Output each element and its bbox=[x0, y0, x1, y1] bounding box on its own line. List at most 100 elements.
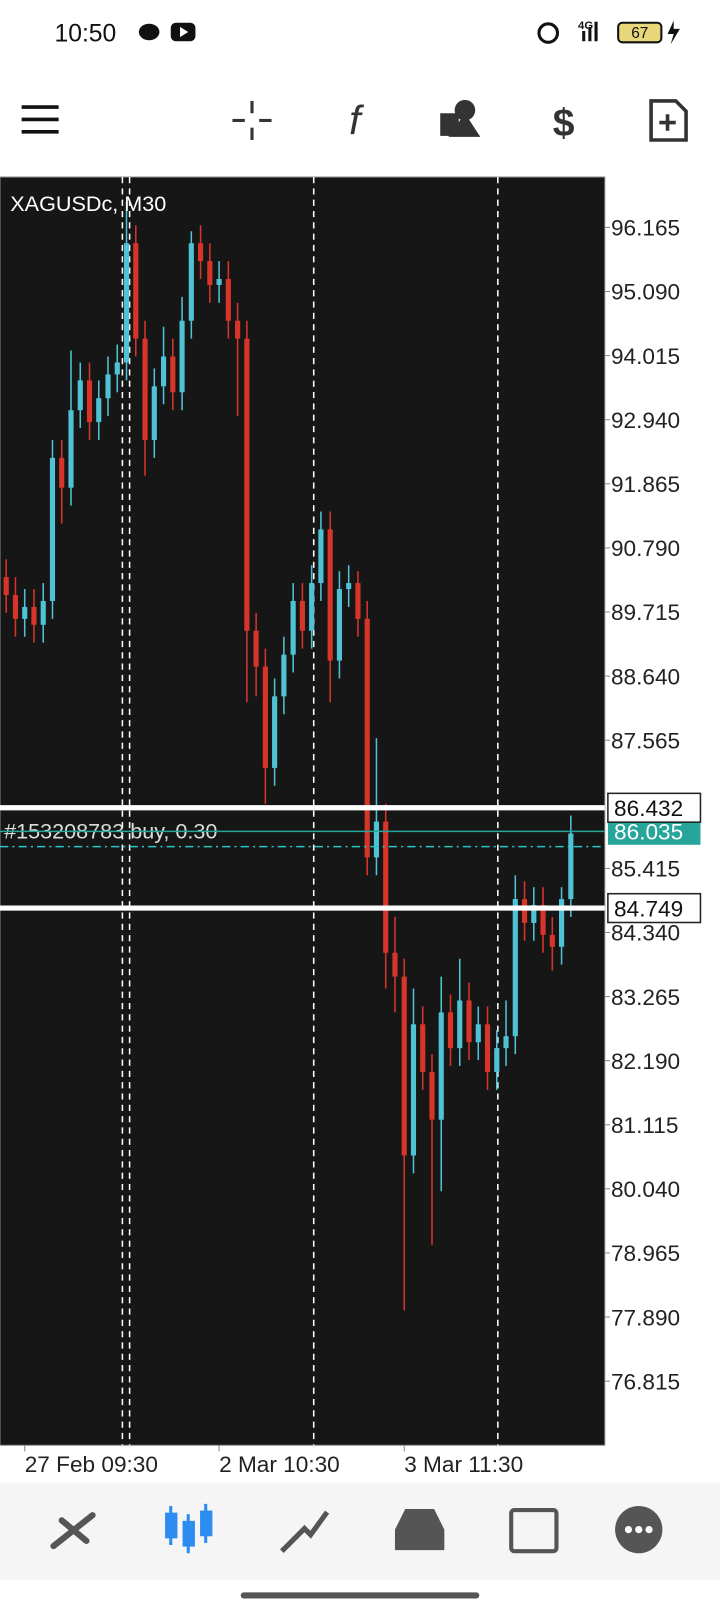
candle-body bbox=[290, 600, 296, 655]
candle-body bbox=[429, 1072, 435, 1120]
candle-body bbox=[31, 606, 37, 625]
quotes-tab[interactable] bbox=[50, 1512, 96, 1550]
candle-body bbox=[225, 278, 231, 321]
signal-bar bbox=[588, 26, 592, 42]
objects-button[interactable] bbox=[440, 99, 481, 137]
candle-body bbox=[364, 618, 370, 858]
y-tick-label: 82.190 bbox=[611, 1049, 680, 1074]
candle-body bbox=[86, 380, 93, 423]
signal-bar bbox=[594, 21, 598, 42]
y-tick-label: 95.090 bbox=[611, 280, 680, 305]
bottom-nav bbox=[0, 1482, 720, 1580]
candle-body bbox=[531, 905, 537, 923]
candle-body bbox=[466, 1000, 472, 1043]
y-tick-label: 90.790 bbox=[611, 536, 680, 561]
candles bbox=[3, 201, 574, 1311]
candle-body bbox=[262, 666, 268, 768]
play-icon bbox=[180, 26, 189, 38]
new-order-button[interactable] bbox=[649, 99, 688, 142]
trade-tab[interactable] bbox=[280, 1510, 330, 1554]
notification-icon bbox=[138, 23, 160, 41]
candle-body bbox=[40, 600, 46, 625]
candle-body bbox=[3, 577, 9, 596]
candle-body bbox=[484, 1024, 491, 1073]
candle-body bbox=[336, 589, 342, 661]
home-indicator bbox=[240, 1592, 480, 1599]
candle-body bbox=[549, 934, 555, 947]
chart-tab[interactable] bbox=[165, 1503, 213, 1554]
x-tick-label: 2 Mar 10:30 bbox=[219, 1452, 340, 1477]
chart-title: XAGUSDc, M30 bbox=[10, 191, 166, 216]
clock: 10:50 bbox=[55, 20, 117, 47]
candle-body bbox=[383, 821, 389, 953]
chat-tab[interactable] bbox=[615, 1505, 663, 1554]
signal-bar bbox=[582, 30, 586, 42]
candle-body bbox=[59, 457, 65, 488]
plot-area bbox=[0, 176, 606, 1446]
candle-body bbox=[272, 696, 278, 768]
news-tab[interactable] bbox=[509, 1507, 559, 1554]
candle-body bbox=[503, 1036, 509, 1049]
level-label-box bbox=[607, 892, 702, 924]
trade-button[interactable]: $ bbox=[553, 102, 575, 145]
alarm-icon bbox=[537, 22, 560, 44]
level-label: 86.432 bbox=[614, 796, 683, 821]
candle-body bbox=[568, 833, 574, 900]
y-tick-label: 85.415 bbox=[611, 857, 680, 882]
candle-body bbox=[309, 583, 315, 631]
candle-body bbox=[207, 261, 213, 285]
menu-button[interactable] bbox=[21, 105, 59, 134]
candle-body bbox=[559, 899, 565, 947]
overlay: #153208783 buy, 0.30 bbox=[0, 805, 605, 911]
battery-level: 67 bbox=[631, 25, 648, 42]
level-label-box bbox=[607, 792, 702, 823]
candle-body bbox=[68, 410, 74, 488]
candle-body bbox=[392, 952, 398, 977]
candle-body bbox=[457, 1000, 463, 1049]
candle-body bbox=[160, 356, 167, 387]
candle-body bbox=[475, 1024, 481, 1043]
crosshair-button[interactable] bbox=[232, 100, 272, 140]
candle-body bbox=[512, 899, 518, 1037]
candle-body bbox=[438, 1012, 444, 1120]
candle-body bbox=[22, 606, 28, 619]
x-tick-label: 3 Mar 11:30 bbox=[404, 1452, 523, 1477]
x-tick-label: 27 Feb 09:30 bbox=[25, 1452, 158, 1477]
candle-body bbox=[96, 398, 102, 423]
candle-body bbox=[198, 243, 204, 262]
candle-body bbox=[77, 380, 83, 411]
y-tick-label: 96.165 bbox=[611, 216, 680, 241]
candle-body bbox=[188, 243, 194, 321]
candle-body bbox=[49, 457, 56, 601]
level-label: 84.749 bbox=[614, 896, 683, 921]
candle-body bbox=[179, 320, 185, 393]
candle-body bbox=[170, 356, 176, 393]
y-tick-label: 76.815 bbox=[611, 1369, 680, 1394]
candle-body bbox=[12, 595, 19, 619]
candle-body bbox=[142, 338, 148, 440]
y-tick-label: 89.715 bbox=[611, 600, 680, 625]
candle-body bbox=[235, 320, 241, 339]
candle-body bbox=[410, 1024, 417, 1156]
candle-body bbox=[346, 583, 352, 590]
y-tick-label: 80.040 bbox=[611, 1177, 680, 1202]
candle-body bbox=[244, 338, 250, 631]
candle-body bbox=[281, 654, 287, 697]
y-tick-label: 77.890 bbox=[611, 1305, 680, 1330]
history-tab[interactable] bbox=[394, 1509, 445, 1551]
y-tick-label: 78.965 bbox=[611, 1241, 680, 1266]
candle-body bbox=[540, 905, 546, 935]
candle-body bbox=[133, 243, 139, 339]
y-tick-label: 92.940 bbox=[611, 408, 680, 433]
y-tick-label: 88.640 bbox=[611, 664, 680, 689]
candle-body bbox=[105, 374, 111, 399]
candle-body bbox=[494, 1048, 500, 1073]
candle-body bbox=[420, 1024, 426, 1073]
candle-body bbox=[327, 529, 333, 661]
candle-body bbox=[521, 899, 528, 923]
charging-icon bbox=[667, 20, 680, 45]
indicators-button[interactable]: f bbox=[349, 97, 364, 143]
y-tick-label: 87.565 bbox=[611, 728, 680, 753]
